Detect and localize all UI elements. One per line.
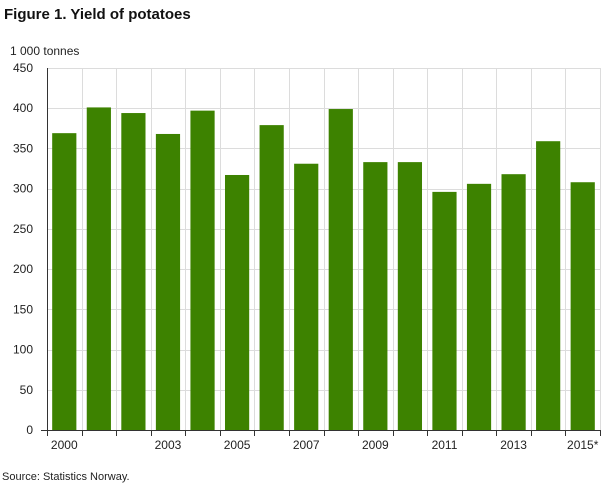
bar-2001 xyxy=(86,107,111,430)
bar-2006 xyxy=(259,125,284,431)
bar-2008 xyxy=(328,109,353,430)
bar-2009 xyxy=(363,162,388,430)
bar-2003 xyxy=(155,133,181,430)
y-tick-label: 400 xyxy=(13,101,33,115)
bar-2014 xyxy=(536,141,561,430)
y-tick-label: 350 xyxy=(13,141,33,155)
bar-2012 xyxy=(466,183,492,430)
axes xyxy=(41,68,601,436)
y-tick-label: 0 xyxy=(26,423,33,437)
x-tick-label: 2007 xyxy=(293,438,320,452)
x-tick-label: 2005 xyxy=(224,438,251,452)
bar-2004 xyxy=(190,110,215,430)
y-tick-label: 50 xyxy=(20,383,34,397)
bars xyxy=(52,107,595,431)
bar-2013 xyxy=(501,174,526,430)
y-tick-label: 250 xyxy=(13,222,33,236)
x-tick-labels: 2000 2003 2005 2007 2009 2011 2013 2015* xyxy=(51,438,599,452)
x-tick-label: 2015* xyxy=(567,438,599,452)
x-tick-label: 2011 xyxy=(432,438,458,452)
chart-title: Figure 1. Yield of potatoes xyxy=(4,6,191,23)
y-tick-label: 450 xyxy=(13,61,33,75)
y-tick-label: 300 xyxy=(13,182,33,196)
bar-2007 xyxy=(294,163,319,430)
y-tick-labels: 0 50 100 150 200 250 300 350 400 450 xyxy=(13,61,33,437)
y-axis-unit-label: 1 000 tonnes xyxy=(10,44,79,58)
x-tick-label: 2000 xyxy=(51,438,78,452)
x-tick-label: 2013 xyxy=(500,438,527,452)
y-tick-label: 200 xyxy=(13,262,33,276)
x-tick-label: 2003 xyxy=(155,438,182,452)
y-tick-label: 150 xyxy=(13,302,33,316)
source-note: Source: Statistics Norway. xyxy=(2,471,130,483)
bar-2000 xyxy=(52,133,77,430)
bar-2002 xyxy=(121,113,146,430)
x-tick-label: 2009 xyxy=(362,438,389,452)
y-tick-label: 100 xyxy=(13,343,33,357)
bar-2015 xyxy=(570,182,595,430)
bar-2005 xyxy=(224,174,250,430)
bar-2010 xyxy=(397,162,423,430)
bar-2011 xyxy=(432,191,457,430)
